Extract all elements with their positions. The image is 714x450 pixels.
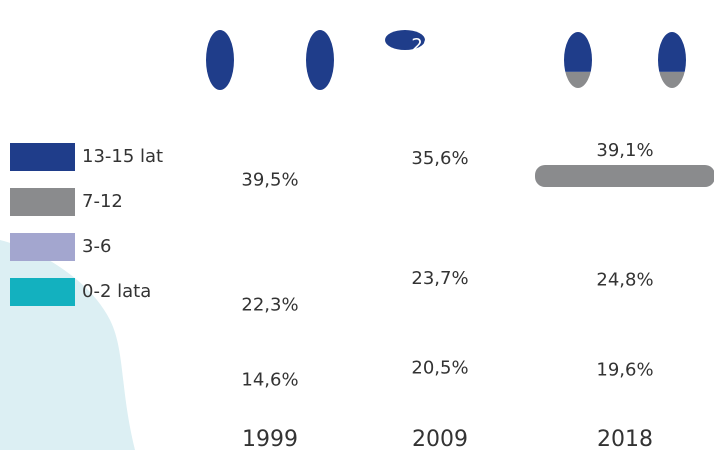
legend-label: 7-12 (82, 191, 123, 212)
value-label: 23,7% (411, 268, 468, 289)
value-label: 39,5% (241, 170, 298, 191)
figure (535, 5, 714, 410)
legend-swatch (10, 188, 75, 216)
decoration (0, 240, 135, 450)
legend-label: 3-6 (82, 236, 111, 257)
legend-label: 13-15 lat (82, 146, 163, 167)
value-label: 23,5% (241, 42, 298, 63)
value-label: 24,8% (596, 269, 653, 290)
x-tick-label: 2009 (412, 427, 468, 450)
legend-swatch (10, 143, 75, 171)
value-label: 35,6% (411, 148, 468, 169)
value-label: 19,6% (596, 359, 653, 380)
value-label: 39,1% (596, 140, 653, 161)
value-label: 16,5% (596, 27, 653, 48)
legend-swatch (10, 278, 75, 306)
figure (350, 5, 530, 410)
plot: 14,6% 22,3% 39,5% 23,5% 1999 20,5% 23,7% 35,6% 2… (180, 5, 714, 450)
value-label: 20,5% (411, 357, 468, 378)
legend: 13-15 lat 7-12 3-6 0-2 lata (10, 143, 163, 306)
x-tick-label: 1999 (242, 427, 298, 450)
value-label: 20,2% (411, 35, 468, 56)
value-label: 22,3% (241, 295, 298, 316)
legend-swatch (10, 233, 75, 261)
legend-label: 0-2 lata (82, 281, 151, 302)
figure (180, 5, 360, 410)
chart: 14,6% 22,3% 39,5% 23,5% 1999 20,5% 23,7% 35,6% 2… (0, 0, 714, 450)
x-tick-label: 2018 (597, 427, 653, 450)
value-label: 14,6% (241, 369, 298, 390)
